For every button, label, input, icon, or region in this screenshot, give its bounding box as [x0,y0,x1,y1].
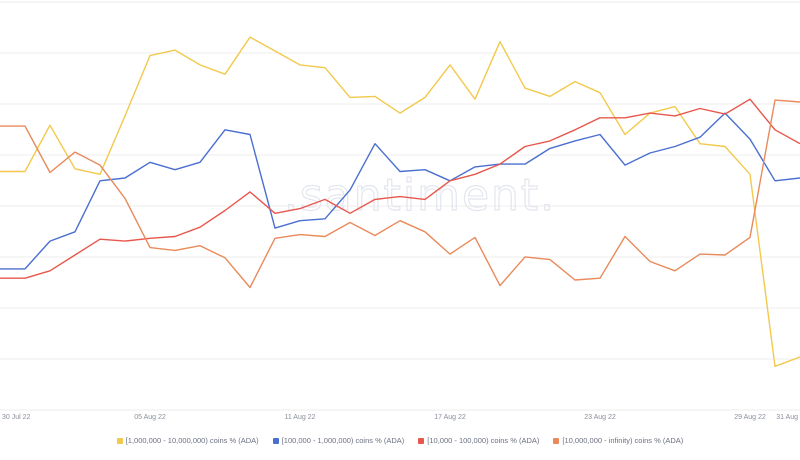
x-tick-label: 31 Aug [776,414,798,421]
legend-item-3[interactable]: [10,000,000 - infinity) coins % (ADA) [553,436,683,445]
legend-swatch [116,437,123,444]
legend-swatch [272,437,279,444]
legend-label: [10,000,000 - infinity) coins % (ADA) [562,436,684,445]
legend-item-0[interactable]: [1,000,000 - 10,000,000) coins % (ADA) [116,436,259,445]
grid [0,1,800,411]
series-group [0,36,800,367]
x-tick-label: 23 Aug 22 [584,414,616,421]
legend-label: [10,000 - 100,000) coins % (ADA) [427,436,540,445]
series-line-1 [0,112,800,270]
legend: [1,000,000 - 10,000,000) coins % (ADA) [1… [0,436,800,445]
series-line-3 [0,99,800,289]
legend-swatch [553,437,560,444]
x-tick-label: 11 Aug 22 [284,414,315,421]
x-tick-label: 30 Jul 22 [2,414,31,421]
x-tick-label: 17 Aug 22 [434,414,466,421]
x-tick-label: 29 Aug 22 [734,414,766,421]
line-chart: .santiment. 30 Jul 22 05 Aug 22 11 Aug 22 1… [0,1,800,421]
series-line-0 [0,36,800,367]
legend-item-2[interactable]: [10,000 - 100,000) coins % (ADA) [418,436,539,445]
x-axis-ticks: 30 Jul 22 05 Aug 22 11 Aug 22 17 Aug 22 23 A… [2,414,798,421]
series-line-2 [0,98,800,279]
legend-label: [100,000 - 1,000,000) coins % (ADA) [281,436,405,445]
legend-swatch [418,437,425,444]
legend-item-1[interactable]: [100,000 - 1,000,000) coins % (ADA) [272,436,405,445]
santiment-watermark: .santiment. [284,170,556,221]
legend-label: [1,000,000 - 10,000,000) coins % (ADA) [125,436,259,445]
x-tick-label: 05 Aug 22 [134,414,166,421]
